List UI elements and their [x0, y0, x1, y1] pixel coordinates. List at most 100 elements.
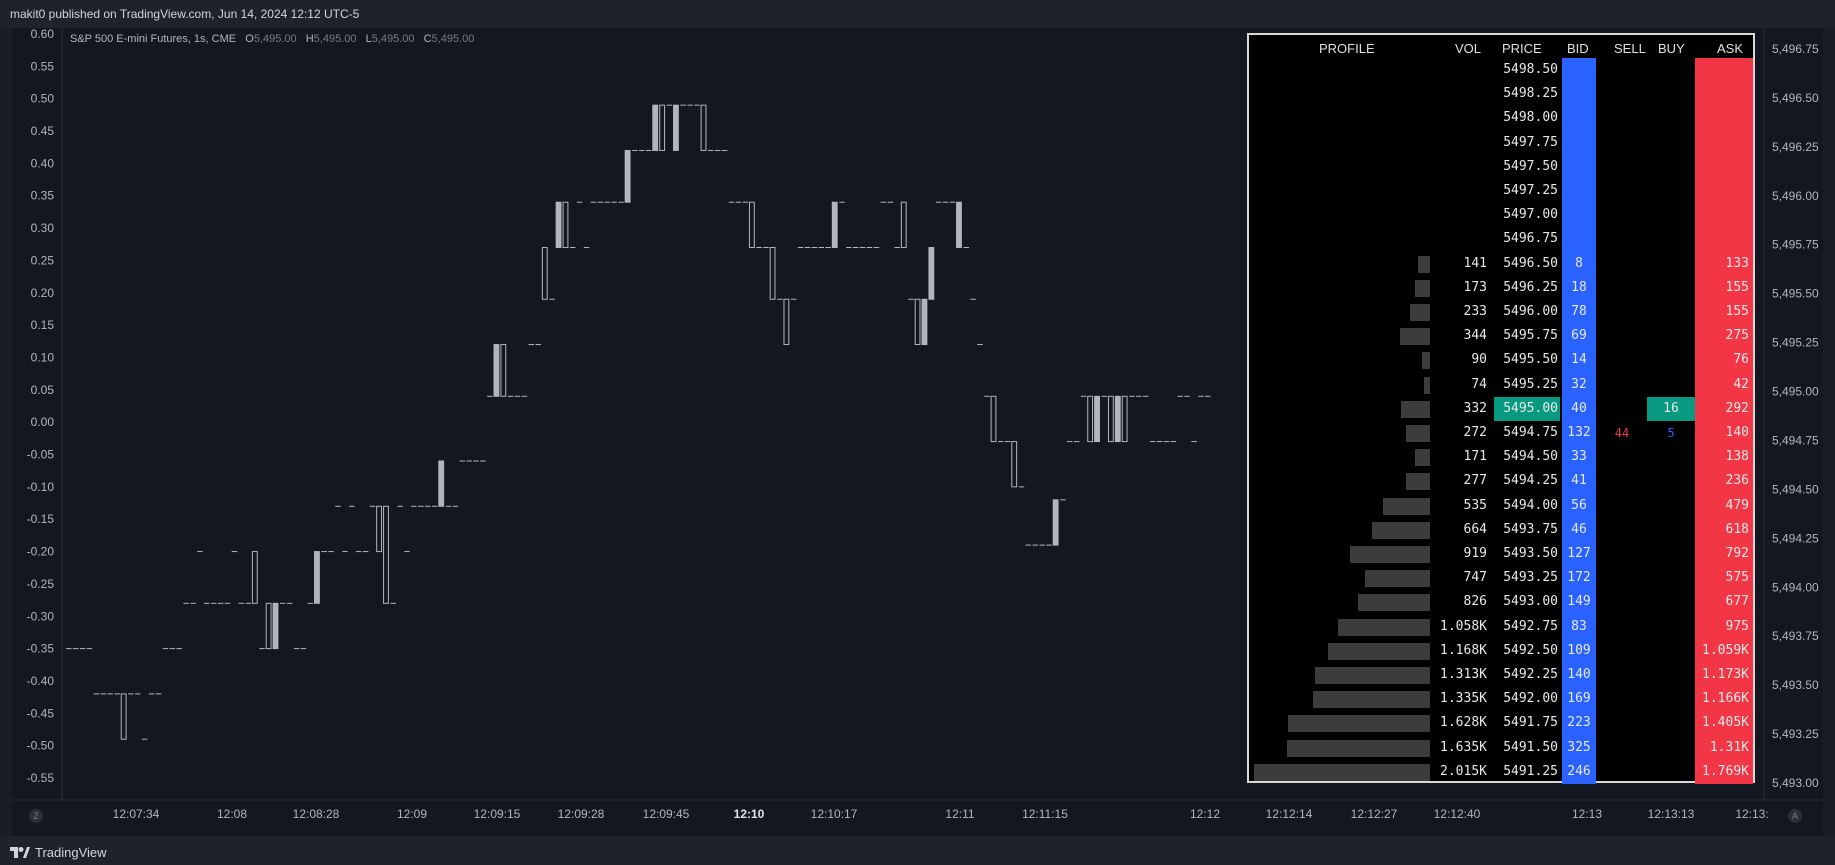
dom-ask-cell: 479: [1725, 497, 1749, 513]
price-bar: [748, 201, 755, 248]
time-axis-tick-label: 12:13:: [1735, 807, 1768, 821]
dom-ask-cell: [1695, 82, 1749, 106]
dom-vol-cell: 2.015K: [1440, 763, 1487, 779]
dom-vol-cell: 826: [1463, 594, 1487, 610]
right-axis-tick-label: 5,495.00: [1772, 385, 1819, 399]
dom-buy-cell: [1649, 300, 1693, 324]
dom-bid-cell: [1562, 155, 1596, 179]
right-axis-tick-label: 5,493.50: [1772, 678, 1819, 692]
zoom-button[interactable]: Z: [29, 809, 43, 823]
dom-vol-cell: [1399, 155, 1487, 179]
left-axis-tick-label: -0.25: [27, 577, 55, 591]
dom-ask-cell: [1695, 155, 1749, 179]
price-bar: [624, 149, 631, 203]
dom-vol-cell: 74: [1471, 376, 1487, 392]
dom-vol-cell: 1.335K: [1440, 691, 1487, 707]
profile-bar: [1357, 594, 1430, 612]
dom-ask-cell: 275: [1725, 328, 1749, 344]
tradingview-logo[interactable]: TradingView: [10, 845, 107, 860]
dom-header-buy: BUY: [1658, 41, 1685, 56]
low-value: 5,495.00: [371, 33, 415, 45]
dom-price-cell: 5494.50: [1503, 449, 1558, 465]
dom-bid-cell: [1562, 106, 1596, 130]
dom-buy-cell: [1649, 590, 1693, 614]
dom-vol-cell: 1.313K: [1440, 667, 1487, 682]
dom-buy-cell: [1649, 348, 1693, 372]
right-axis-tick-label: 5,496.00: [1772, 189, 1819, 203]
dom-sell-cell: [1605, 252, 1639, 276]
dom-buy-cell: [1649, 131, 1693, 155]
open-value: 5,495.00: [253, 33, 297, 45]
time-axis-tick-label: 12:12:40: [1434, 807, 1481, 821]
dom-vol-cell: 1.628K: [1440, 715, 1487, 731]
dom-sell-cell: [1605, 518, 1639, 542]
dom-sell-cell: [1605, 663, 1639, 687]
left-axis-tick-label: -0.05: [27, 448, 55, 462]
dom-bid-cell: 132: [1567, 425, 1591, 440]
dom-ladder: PROFILE VOL PRICE BID SELL BUY ASK 5498.…: [1247, 33, 1755, 784]
dom-vol-cell: 141: [1463, 255, 1487, 271]
profile-bar: [1313, 691, 1430, 709]
dom-sell-cell: [1605, 82, 1639, 106]
time-axis-tick-label: 12:11: [945, 807, 974, 821]
dom-header-ask: ASK: [1717, 41, 1744, 56]
right-axis-tick-label: 5,495.25: [1772, 336, 1819, 350]
right-axis-tick-label: 5,494.25: [1772, 531, 1819, 545]
left-axis-tick-label: -0.55: [27, 771, 55, 785]
dom-buy-cell: 5: [1667, 426, 1675, 440]
dom-sell-cell: [1605, 445, 1639, 469]
symbol-name: S&P 500 E-mini Futures, 1s, CME: [70, 33, 237, 45]
dom-vol-cell: 1.635K: [1440, 739, 1487, 755]
price-bar: [1107, 395, 1114, 443]
dom-vol-cell: [1399, 82, 1487, 106]
price-bar: [272, 602, 279, 650]
dom-buy-cell: [1649, 663, 1693, 687]
dom-price-cell: 5493.50: [1503, 546, 1558, 561]
dom-sell-cell: [1605, 590, 1639, 614]
dom-ask-cell: 292: [1725, 400, 1749, 416]
dom-price-cell: 5497.00: [1503, 207, 1558, 223]
time-axis-tick-label: 12:12:27: [1351, 807, 1398, 821]
dom-vol-cell: 332: [1463, 400, 1487, 416]
profile-bar: [1415, 449, 1430, 467]
profile-bar: [1423, 376, 1430, 394]
dom-buy-cell: [1649, 373, 1693, 397]
price-bar: [1052, 499, 1059, 546]
dom-ask-cell: 155: [1725, 279, 1749, 295]
dom-ask-cell: 1.059K: [1702, 642, 1749, 658]
high-value: 5,495.00: [313, 33, 357, 45]
dom-buy-cell: [1649, 494, 1693, 518]
dom-bid-cell: 18: [1571, 279, 1587, 295]
left-axis-tick-label: -0.10: [27, 480, 55, 494]
dom-ask-cell: 1.769K: [1702, 763, 1749, 779]
left-axis-tick-label: 0.35: [31, 189, 55, 203]
dom-price-cell: 5494.75: [1503, 425, 1558, 440]
bottom-bar: TradingView: [0, 836, 1835, 865]
ask-column: [1695, 58, 1753, 784]
dom-sell-cell: [1605, 687, 1639, 711]
dom-sell-cell: 44: [1614, 426, 1630, 440]
dom-bid-cell: 140: [1567, 667, 1591, 682]
dom-buy-cell: [1649, 155, 1693, 179]
dom-bid-cell: 40: [1571, 400, 1587, 416]
left-axis-tick-label: -0.20: [27, 545, 55, 559]
dom-vol-cell: 171: [1463, 449, 1487, 465]
dom-price-cell: 5492.00: [1503, 691, 1558, 707]
dom-buy-cell: [1649, 615, 1693, 639]
left-axis-tick-label: 0.20: [31, 286, 55, 300]
dom-sell-cell: [1605, 348, 1639, 372]
tradingview-logo-icon: [10, 846, 30, 858]
dom-buy-cell: [1649, 469, 1693, 493]
price-bar: [376, 505, 382, 553]
profile-bar: [1401, 400, 1430, 418]
auto-scale-button[interactable]: A: [1788, 809, 1802, 823]
dom-buy-cell: [1649, 566, 1693, 590]
left-axis-tick-label: 0.60: [31, 28, 55, 41]
profile-bar: [1409, 304, 1430, 321]
dom-ask-cell: 155: [1725, 304, 1749, 319]
dom-header-price: PRICE: [1502, 41, 1542, 56]
dom-ask-cell: 76: [1733, 352, 1749, 368]
price-bar: [1121, 395, 1128, 443]
dom-price-cell: 5497.25: [1503, 183, 1558, 198]
dom-ask-cell: 140: [1725, 425, 1749, 440]
